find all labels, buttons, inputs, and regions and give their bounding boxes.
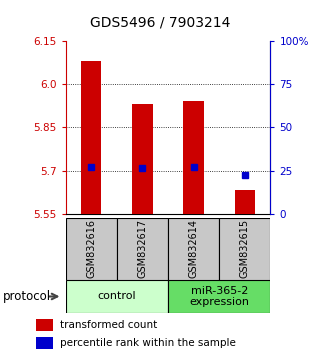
Text: GSM832614: GSM832614 (188, 219, 199, 278)
FancyBboxPatch shape (219, 218, 270, 280)
FancyBboxPatch shape (117, 218, 168, 280)
Text: transformed count: transformed count (60, 320, 157, 330)
FancyBboxPatch shape (66, 218, 117, 280)
Bar (183, 101, 204, 214)
Bar (36, 319, 52, 331)
Bar (81, 61, 101, 214)
Text: percentile rank within the sample: percentile rank within the sample (60, 338, 236, 348)
FancyBboxPatch shape (168, 280, 270, 313)
Bar (132, 104, 153, 214)
Text: GSM832615: GSM832615 (240, 219, 250, 278)
Text: GSM832616: GSM832616 (86, 219, 96, 278)
FancyBboxPatch shape (66, 280, 168, 313)
Bar (36, 337, 52, 348)
Bar (235, 190, 255, 214)
Text: protocol: protocol (3, 290, 51, 303)
FancyBboxPatch shape (168, 218, 219, 280)
Text: GDS5496 / 7903214: GDS5496 / 7903214 (90, 16, 230, 30)
Text: control: control (98, 291, 136, 302)
Text: miR-365-2
expression: miR-365-2 expression (189, 286, 249, 307)
Text: GSM832617: GSM832617 (137, 219, 148, 278)
